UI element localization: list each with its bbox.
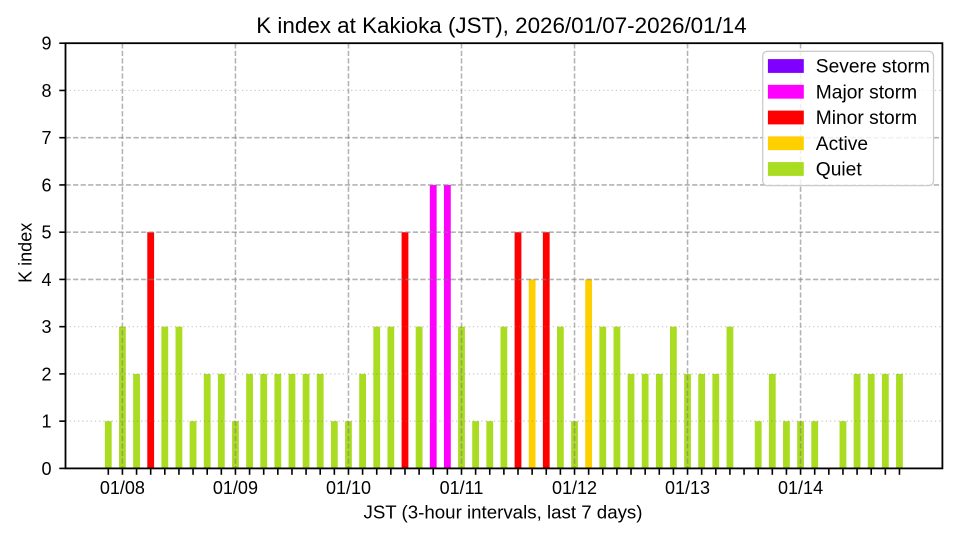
svg-text:4: 4 (41, 270, 51, 290)
svg-text:K index: K index (15, 223, 35, 283)
svg-text:JST (3-hour intervals, last 7: JST (3-hour intervals, last 7 days) (363, 502, 642, 523)
svg-text:Severe storm: Severe storm (816, 57, 930, 78)
svg-text:0: 0 (41, 459, 51, 479)
svg-text:3: 3 (41, 317, 51, 337)
svg-text:9: 9 (41, 34, 51, 54)
svg-text:1: 1 (41, 412, 51, 432)
svg-text:Active: Active (816, 134, 868, 155)
svg-text:01/11: 01/11 (440, 478, 484, 498)
svg-text:01/12: 01/12 (552, 478, 597, 498)
svg-text:6: 6 (41, 175, 51, 195)
svg-text:8: 8 (41, 81, 51, 101)
svg-text:01/09: 01/09 (213, 478, 258, 498)
svg-text:Minor storm: Minor storm (816, 108, 917, 129)
svg-text:01/14: 01/14 (778, 478, 823, 498)
svg-text:K index at Kakioka (JST), 2026: K index at Kakioka (JST), 2026/01/07-202… (256, 13, 746, 38)
svg-text:01/10: 01/10 (326, 478, 371, 498)
svg-text:Major storm: Major storm (816, 82, 917, 103)
svg-text:7: 7 (41, 128, 51, 148)
svg-text:5: 5 (41, 223, 51, 243)
svg-text:Quiet: Quiet (816, 160, 863, 181)
svg-text:2: 2 (41, 364, 51, 384)
svg-text:01/13: 01/13 (665, 478, 710, 498)
svg-text:01/08: 01/08 (100, 478, 145, 498)
